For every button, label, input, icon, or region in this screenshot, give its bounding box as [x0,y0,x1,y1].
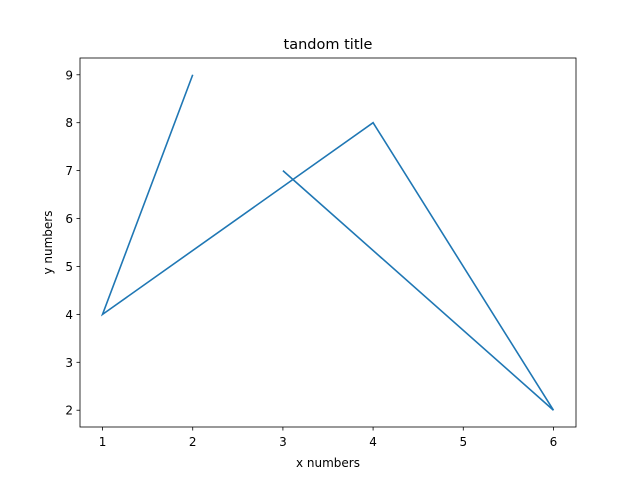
y-tick-label: 9 [65,68,73,82]
series-line [100,74,555,411]
y-tick-label: 7 [65,164,73,178]
x-tick-label: 3 [279,435,287,449]
ticks-layer: 1 2 3 4 5 6 2 3 4 5 6 7 8 9 [65,68,557,449]
y-axis-label: y numbers [41,210,55,274]
y-tick-label: 5 [65,260,73,274]
plot-layer [100,74,555,411]
x-tick-label: 5 [459,435,467,449]
axes-frame [79,57,577,428]
x-tick-label: 6 [550,435,558,449]
x-tick-label: 4 [369,435,377,449]
y-tick-label: 3 [65,356,73,370]
y-tick-label: 4 [65,308,73,322]
x-tick-label: 2 [189,435,197,449]
y-tick-label: 6 [65,212,73,226]
y-tick-label: 2 [65,404,73,418]
x-axis-label: x numbers [296,456,360,470]
x-tick-label: 1 [99,435,107,449]
chart-title: tandom title [284,37,373,53]
y-tick-label: 8 [65,116,73,130]
